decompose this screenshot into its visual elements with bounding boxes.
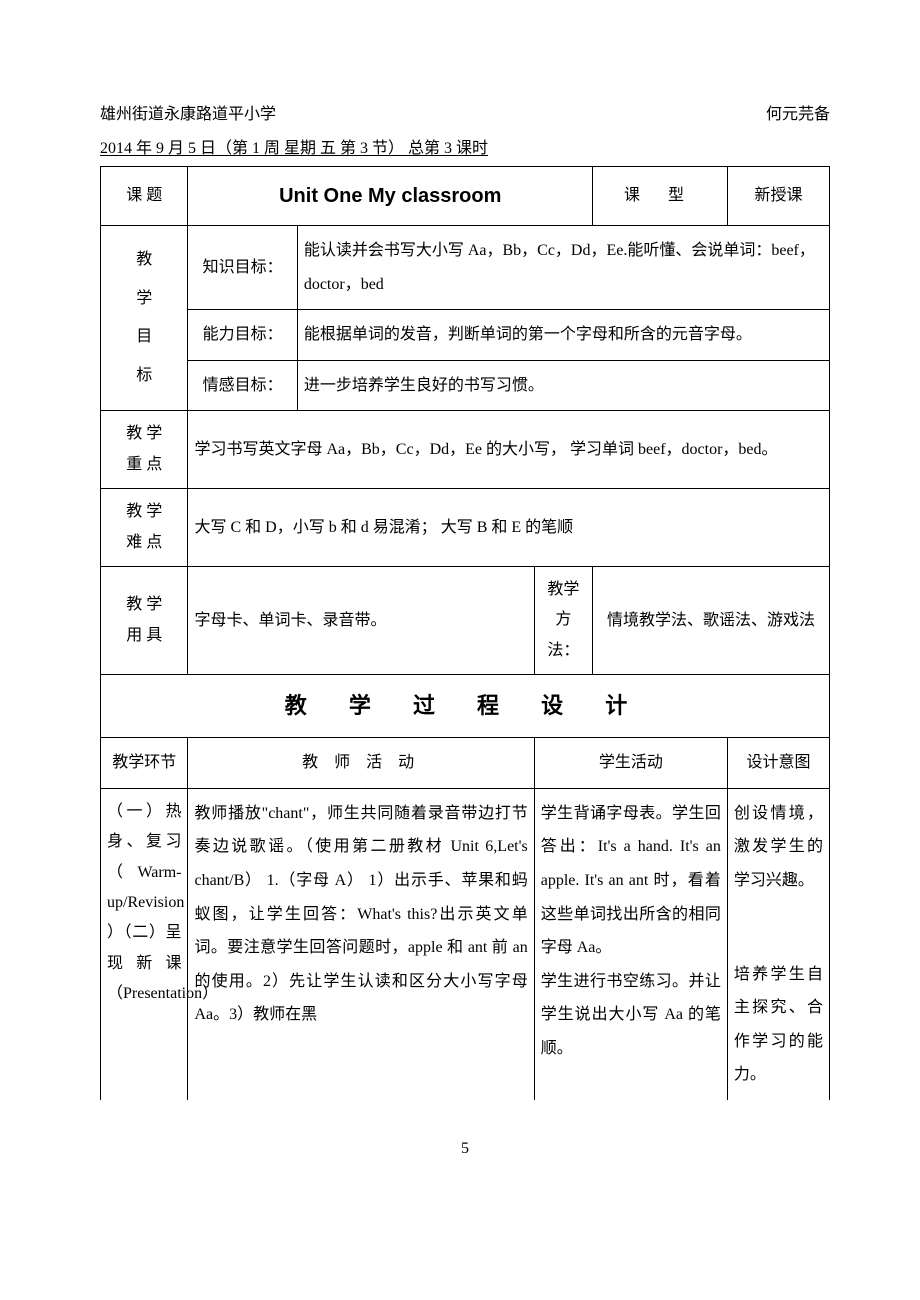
process-header: 教 学 过 程 设 计 — [101, 675, 830, 738]
lesson-plan-table: 课 题 Unit One My classroom 课 型 新授课 教学目标 知… — [100, 166, 830, 1100]
table-row: 课 题 Unit One My classroom 课 型 新授课 — [101, 167, 830, 226]
table-row: 教 学 过 程 设 计 — [101, 675, 830, 738]
lesson-type-value: 新授课 — [727, 167, 829, 226]
table-row: 教 学重 点 学习书写英文字母 Aa，Bb，Cc，Dd，Ee 的大小写， 学习单… — [101, 411, 830, 489]
date-line: 2014 年 9 月 5 日（第 1 周 星期 五 第 3 节） 总第 3 课时 — [100, 134, 830, 158]
page-number: 5 — [100, 1140, 830, 1158]
method-label: 教学方法： — [534, 566, 592, 674]
difficulty-label: 教 学难 点 — [101, 489, 188, 567]
col-header-student: 学生活动 — [534, 738, 727, 789]
objectives-side-label: 教学目标 — [101, 226, 188, 411]
objective-text: 能根据单词的发音，判断单词的第一个字母和所含的元音字母。 — [297, 310, 829, 361]
table-row: 能力目标： 能根据单词的发音，判断单词的第一个字母和所含的元音字母。 — [101, 310, 830, 361]
method-text: 情境教学法、歌谣法、游戏法 — [593, 566, 830, 674]
table-row: 情感目标： 进一步培养学生良好的书写习惯。 — [101, 360, 830, 411]
title-label: 课 题 — [101, 167, 188, 226]
key-point-label: 教 学重 点 — [101, 411, 188, 489]
date-text: 2014 年 9 月 5 日（第 1 周 星期 五 第 3 节） 总第 3 课时 — [100, 140, 488, 157]
teacher-name: 何元芫备 — [766, 100, 830, 124]
objective-label: 情感目标： — [188, 360, 297, 411]
tools-text: 字母卡、单词卡、录音带。 — [188, 566, 534, 674]
intent-block-1: 创设情境，激发学生的学习兴趣。 — [734, 797, 823, 898]
table-row: 教 学用 具 字母卡、单词卡、录音带。 教学方法： 情境教学法、歌谣法、游戏法 — [101, 566, 830, 674]
tools-label: 教 学用 具 — [101, 566, 188, 674]
objective-text: 能认读并会书写大小写 Aa，Bb，Cc，Dd，Ee.能听懂、会说单词：beef，… — [297, 226, 829, 310]
objective-text: 进一步培养学生良好的书写习惯。 — [297, 360, 829, 411]
table-row: 教学环节 教 师 活 动 学生活动 设计意图 — [101, 738, 830, 789]
difficulty-text: 大写 C 和 D，小写 b 和 d 易混淆； 大写 B 和 E 的笔顺 — [188, 489, 830, 567]
teacher-activity-cell: 教师播放"chant"，师生共同随着录音带边打节奏边说歌谣。（使用第二册教材 U… — [188, 788, 534, 1100]
student-activity-cell: 学生背诵字母表。学生回答出：It's a hand. It's an apple… — [534, 788, 727, 1100]
phase-cell: （一）热身、复习（Warm-up/Revision ）（二）呈现新课（Prese… — [101, 788, 188, 1100]
col-header-teacher: 教 师 活 动 — [188, 738, 534, 789]
col-header-phase: 教学环节 — [101, 738, 188, 789]
key-point-text: 学习书写英文字母 Aa，Bb，Cc，Dd，Ee 的大小写， 学习单词 beef，… — [188, 411, 830, 489]
table-row: 教 学难 点 大写 C 和 D，小写 b 和 d 易混淆； 大写 B 和 E 的… — [101, 489, 830, 567]
lesson-title: Unit One My classroom — [188, 167, 593, 226]
objective-label: 能力目标： — [188, 310, 297, 361]
col-header-intent: 设计意图 — [727, 738, 829, 789]
table-row: （一）热身、复习（Warm-up/Revision ）（二）呈现新课（Prese… — [101, 788, 830, 1100]
lesson-type-label: 课 型 — [593, 167, 728, 226]
design-intent-cell: 创设情境，激发学生的学习兴趣。 培养学生自主探究、合作学习的能力。 — [727, 788, 829, 1100]
intent-block-2: 培养学生自主探究、合作学习的能力。 — [734, 958, 823, 1092]
school-name: 雄州街道永康路道平小学 — [100, 100, 276, 124]
table-row: 教学目标 知识目标： 能认读并会书写大小写 Aa，Bb，Cc，Dd，Ee.能听懂… — [101, 226, 830, 310]
objective-label: 知识目标： — [188, 226, 297, 310]
header-line: 雄州街道永康路道平小学 何元芫备 — [100, 100, 830, 124]
